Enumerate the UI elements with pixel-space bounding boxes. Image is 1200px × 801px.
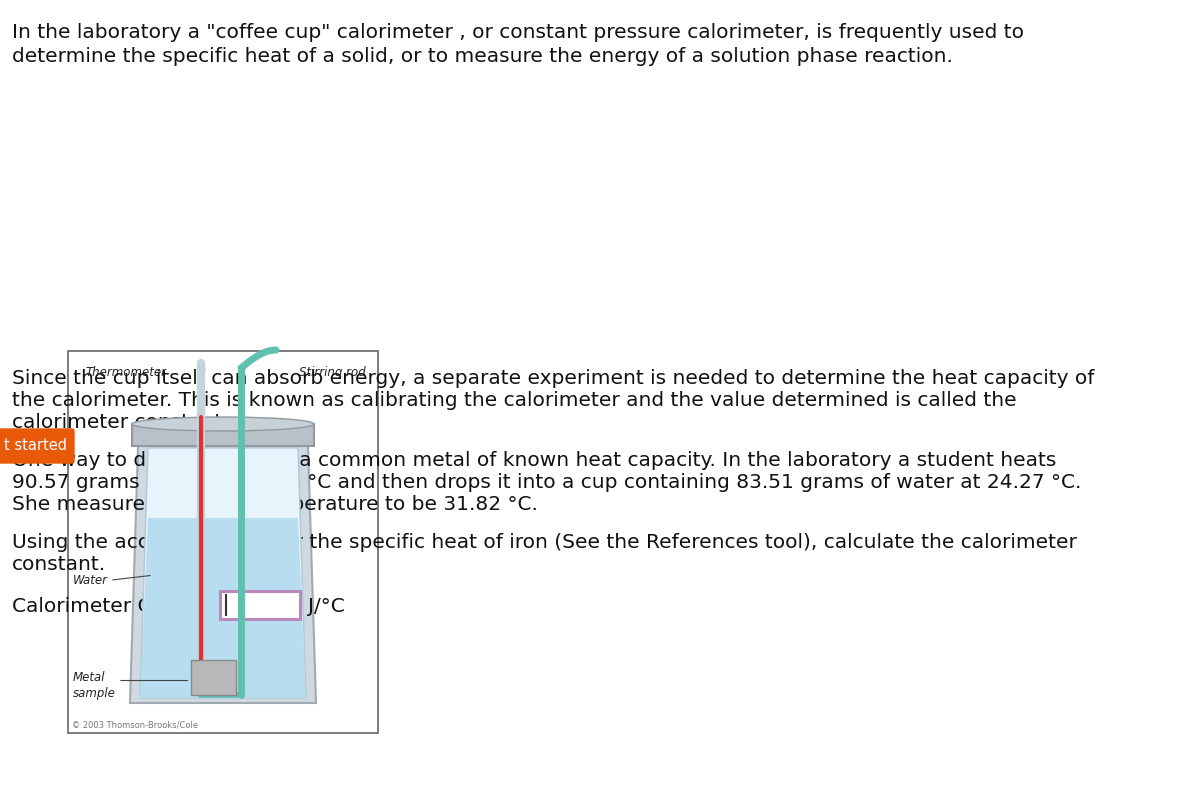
Text: Since the cup itself can absorb energy, a separate experiment is needed to deter: Since the cup itself can absorb energy, … xyxy=(12,369,1094,388)
Text: Calorimeter Constant =: Calorimeter Constant = xyxy=(12,597,258,616)
Text: Thermometer: Thermometer xyxy=(86,366,167,379)
Text: the calorimeter. This is known as calibrating the calorimeter and the value dete: the calorimeter. This is known as calibr… xyxy=(12,391,1016,410)
Text: Metal
sample: Metal sample xyxy=(73,671,116,700)
Polygon shape xyxy=(140,518,306,698)
Text: In the laboratory a "coffee cup" calorimeter , or constant pressure calorimeter,: In the laboratory a "coffee cup" calorim… xyxy=(12,23,1024,42)
Text: She measures the final temperature to be 31.82 °C.: She measures the final temperature to be… xyxy=(12,495,538,514)
Polygon shape xyxy=(130,446,316,703)
Text: Stirring rod: Stirring rod xyxy=(299,366,366,379)
Text: Using the accepted value for the specific heat of iron (See the References tool): Using the accepted value for the specifi… xyxy=(12,533,1076,552)
Polygon shape xyxy=(140,448,306,698)
FancyBboxPatch shape xyxy=(0,429,74,463)
Text: © 2003 Thomson-Brooks/Cole: © 2003 Thomson-Brooks/Cole xyxy=(72,720,198,729)
Text: J/°C: J/°C xyxy=(308,597,344,616)
Bar xyxy=(220,591,300,619)
Text: 90.57 grams of iron to 97.76 °C and then drops it into a cup containing 83.51 gr: 90.57 grams of iron to 97.76 °C and then… xyxy=(12,473,1081,492)
Text: calorimeter constant.: calorimeter constant. xyxy=(12,413,229,432)
Text: One way to do this is to use a common metal of known heat capacity. In the labor: One way to do this is to use a common me… xyxy=(12,451,1056,470)
Bar xyxy=(132,424,314,446)
Bar xyxy=(68,351,378,733)
Text: determine the specific heat of a solid, or to measure the energy of a solution p: determine the specific heat of a solid, … xyxy=(12,47,953,66)
Text: Water: Water xyxy=(73,574,108,586)
Text: constant.: constant. xyxy=(12,555,106,574)
Ellipse shape xyxy=(132,417,314,431)
Text: t started: t started xyxy=(5,438,67,453)
Bar xyxy=(191,660,235,695)
